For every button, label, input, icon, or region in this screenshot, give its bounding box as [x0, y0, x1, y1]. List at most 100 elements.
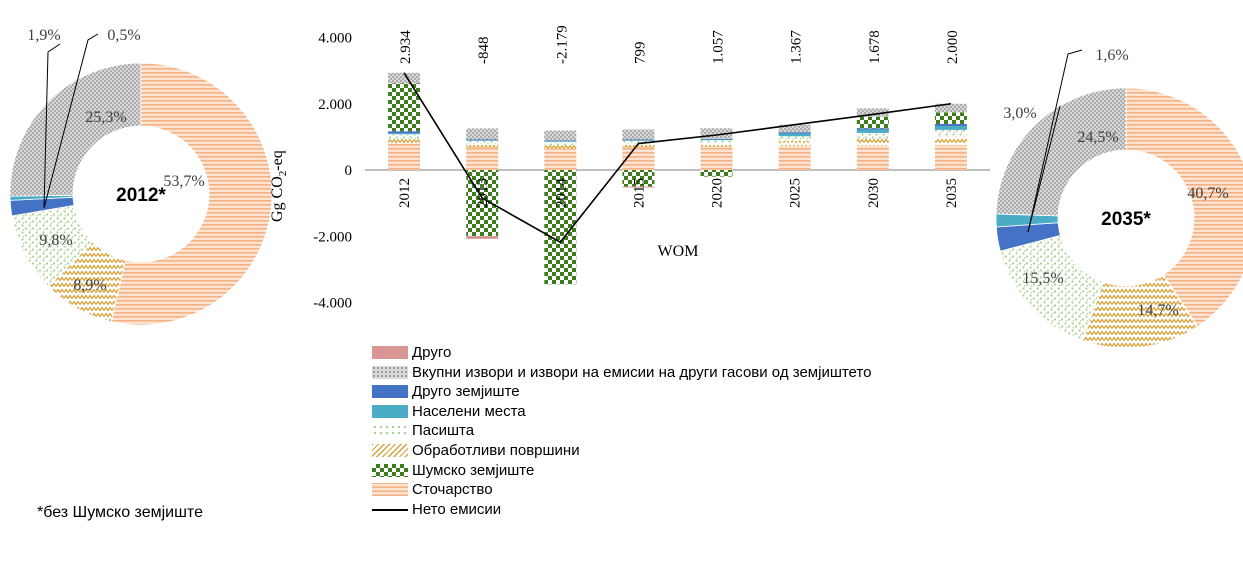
- pie-center-label: 2035*: [1101, 209, 1151, 230]
- bar-segment-drugo: [622, 186, 655, 188]
- bar-segment-drugo_zemjiste: [934, 123, 967, 126]
- bar-segment-stocarstvo: [466, 147, 499, 170]
- pie-slice-stocarstvo: [1125, 87, 1243, 327]
- bar-segment-obrabotlivi: [700, 143, 733, 147]
- net-value-label: 799: [632, 42, 648, 65]
- x-tick-label: 2015: [631, 178, 647, 208]
- bar-segment-vkupni: [466, 128, 499, 140]
- bar-segment-sumsko: [700, 170, 733, 177]
- legend-item-pasista: Пасишта: [372, 421, 1072, 441]
- bar-segment-drugo_zemjiste: [466, 139, 499, 141]
- legend-item-obrabotlivi: Обработливи површини: [372, 441, 1072, 461]
- legend-label: Друго: [412, 344, 452, 361]
- pie-chart-2035: 40,7% 14,7% 15,5% 3,0% 1,6% 24,5% 2035*: [995, 47, 1243, 349]
- pie-slice-stocarstvo: [110, 62, 273, 326]
- legend-label: Сточарство: [412, 481, 493, 499]
- pie-slice-label: 9,8%: [39, 232, 72, 249]
- y-tick-label: 4.000: [318, 31, 352, 47]
- pie-slice-label: 0,5%: [107, 27, 140, 44]
- net-value-label: 1.367: [789, 30, 805, 64]
- legend-label: Друго земјиште: [412, 383, 520, 401]
- x-tick-label: 2013: [475, 178, 491, 208]
- legend-swatch-line: [372, 508, 408, 511]
- net-value-label: 1.057: [711, 30, 727, 64]
- legend-swatch: [372, 346, 408, 359]
- net-value-label: -848: [476, 37, 492, 65]
- bar-segment-stocarstvo: [778, 146, 811, 170]
- bar-segment-drugo_zemjiste: [622, 139, 655, 141]
- pie-slice-label: 15,5%: [1022, 270, 1063, 287]
- bar-segment-drugo_zemjiste: [700, 138, 733, 140]
- footnote: *без Шумско земјиште: [37, 504, 203, 521]
- legend-label: Обработливи површини: [412, 442, 580, 459]
- legend-label: Нето емисии: [412, 500, 502, 518]
- bar-segment-obrabotlivi: [856, 138, 889, 146]
- x-tick-label: 2035: [944, 178, 960, 208]
- net-value-label: 2.000: [945, 30, 961, 64]
- net-value-label: 1.678: [867, 30, 883, 64]
- x-tick-label: 2012: [397, 178, 413, 208]
- legend-label: Вкупни извори и извори на емисии на друг…: [412, 363, 872, 381]
- bar-segment-pasista: [622, 140, 655, 145]
- bar-segment-obrabotlivi: [622, 144, 655, 148]
- x-axis-label: WOM: [658, 243, 699, 260]
- y-axis-label: Gg CO2-eq: [269, 150, 289, 222]
- y-tick-label: -2.000: [313, 229, 352, 245]
- legend-item-neto: Нето емисии: [372, 500, 1072, 520]
- pie-slice-pasista: [999, 234, 1104, 342]
- net-emissions-line: [403, 72, 952, 244]
- pie-slice-label: 3,0%: [1003, 105, 1036, 122]
- bar-segment-stocarstvo: [388, 143, 421, 170]
- legend-item-drugo: Друго: [372, 343, 1072, 363]
- legend-item-stocarstvo: Сточарство: [372, 480, 1072, 500]
- legend-swatch: [372, 424, 408, 438]
- bar-segment-sumsko: [856, 116, 889, 129]
- bar-segment-pasista: [388, 134, 421, 140]
- bar-segment-pasista: [856, 132, 889, 139]
- bar-segment-stocarstvo: [700, 146, 733, 170]
- pie-leader-line: [43, 43, 61, 209]
- bar-segment-vkupni: [622, 129, 655, 140]
- bar-segment-stocarstvo: [544, 148, 577, 170]
- bar-segment-stocarstvo: [856, 145, 889, 170]
- legend-label: Населени места: [412, 402, 526, 420]
- pie-leader-line: [1027, 105, 1061, 233]
- y-tick-label: 0: [345, 163, 353, 179]
- legend-item-drugo_zemjiste: Друго земјиште: [372, 382, 1072, 402]
- legend-swatch: [372, 365, 408, 379]
- bar-segment-naseleni: [700, 139, 733, 141]
- x-tick-label: 2025: [788, 178, 804, 208]
- bar-segment-obrabotlivi: [778, 141, 811, 147]
- legend-item-sumsko: Шумско земјиште: [372, 461, 1072, 481]
- bar-segment-naseleni: [466, 140, 499, 141]
- bar-segment-stocarstvo: [934, 144, 967, 170]
- pie-slice-label: 1,9%: [27, 27, 60, 44]
- bar-segment-obrabotlivi: [388, 139, 421, 144]
- bar-segment-vkupni: [388, 72, 421, 84]
- bar-segment-drugo: [466, 236, 499, 239]
- legend-item-vkupni: Вкупни извори и извори на емисии на друг…: [372, 363, 1072, 383]
- bar-segment-pasista: [466, 140, 499, 145]
- bar-segment-vkupni: [700, 128, 733, 139]
- bar-segment-pasista: [700, 140, 733, 144]
- legend-label: Пасишта: [412, 422, 475, 440]
- pie-slice-label: 14,7%: [1137, 302, 1178, 319]
- pie-slice-label: 8,9%: [73, 277, 106, 294]
- x-tick-label: 2014: [553, 178, 569, 209]
- bar-segment-drugo_zemjiste: [778, 132, 811, 134]
- bar-segment-sumsko: [934, 112, 967, 124]
- legend-swatch: [372, 483, 408, 497]
- pie-slice-label: 25,3%: [85, 109, 126, 126]
- pie-leader-line: [43, 33, 99, 209]
- bar-segment-obrabotlivi: [466, 144, 499, 148]
- y-tick-label: -4.000: [313, 296, 352, 312]
- bar-segment-drugo_zemjiste: [544, 140, 577, 142]
- legend-swatch: [372, 404, 408, 418]
- legend-swatch: [372, 444, 408, 457]
- bar-segment-pasista: [778, 136, 811, 142]
- pie-slice-label: 40,7%: [1187, 185, 1228, 202]
- pie-leader-line: [1027, 49, 1083, 233]
- bar-segment-vkupni: [778, 124, 811, 133]
- stacked-bar-chart: -4.000 -2.000 0 2.000 4.000 Gg CO2-eq 2012 2013…: [269, 25, 990, 312]
